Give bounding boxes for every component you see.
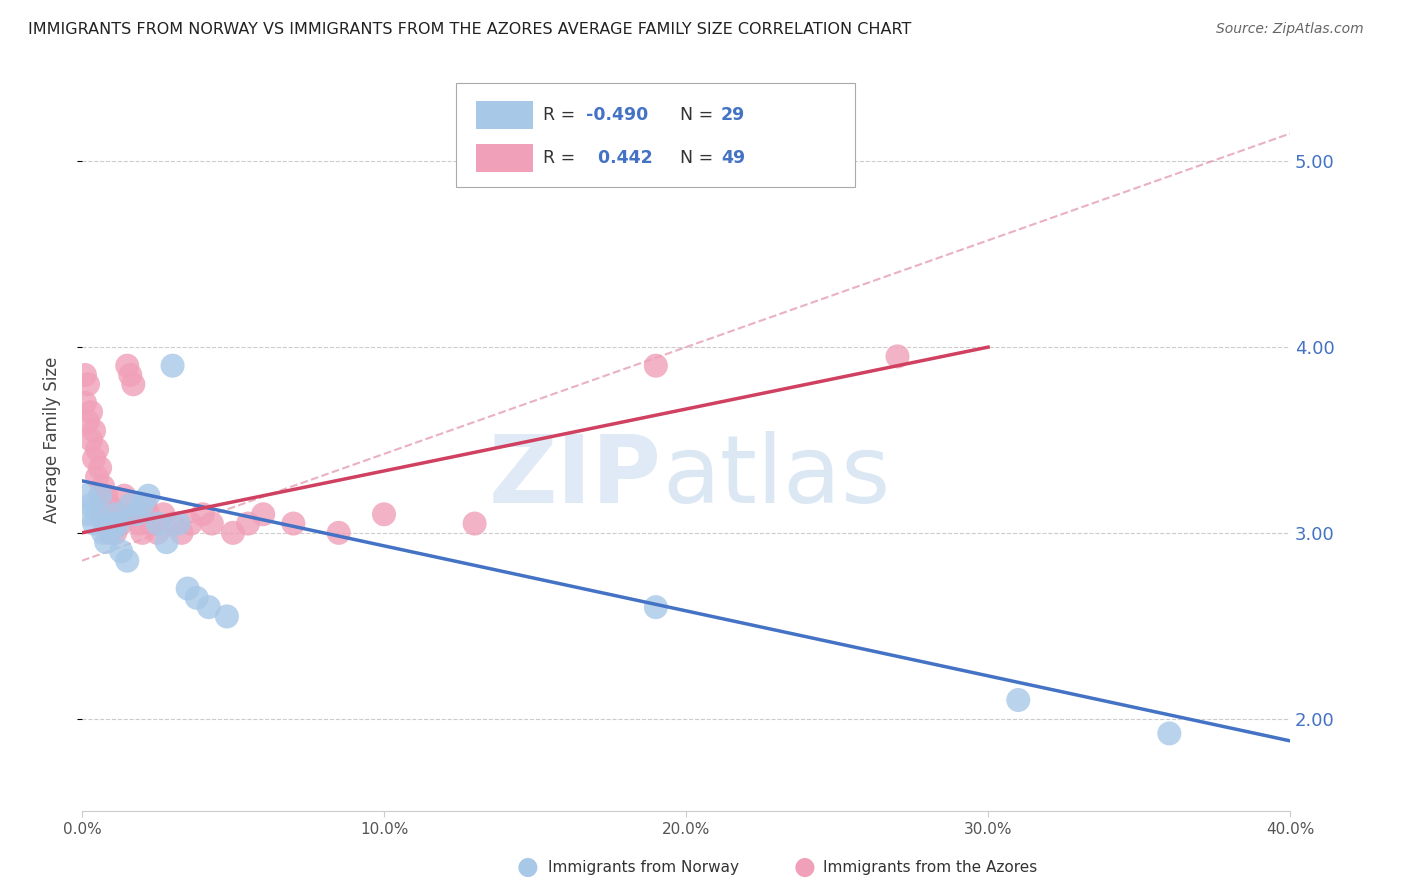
Point bbox=[83, 451, 105, 466]
Point bbox=[146, 516, 169, 531]
Point bbox=[191, 508, 214, 522]
Point bbox=[141, 516, 163, 531]
Point bbox=[91, 479, 114, 493]
Point bbox=[80, 498, 103, 512]
Point bbox=[86, 470, 108, 484]
Text: Immigrants from Norway: Immigrants from Norway bbox=[548, 860, 740, 874]
Point bbox=[83, 516, 105, 531]
Text: R =: R = bbox=[544, 106, 581, 124]
Point bbox=[176, 582, 198, 596]
Point bbox=[112, 489, 135, 503]
Point bbox=[131, 498, 153, 512]
Point bbox=[252, 508, 274, 522]
Point bbox=[73, 489, 96, 503]
FancyBboxPatch shape bbox=[475, 144, 533, 172]
Point bbox=[91, 508, 114, 522]
Point bbox=[283, 516, 305, 531]
Text: 49: 49 bbox=[721, 149, 745, 167]
Point bbox=[86, 442, 108, 457]
Point bbox=[104, 525, 127, 540]
Point bbox=[162, 516, 184, 531]
Point bbox=[122, 377, 145, 392]
Point bbox=[128, 516, 150, 531]
Point bbox=[120, 498, 142, 512]
Text: Source: ZipAtlas.com: Source: ZipAtlas.com bbox=[1216, 22, 1364, 37]
Point bbox=[134, 498, 156, 512]
Point bbox=[91, 525, 114, 540]
Point bbox=[110, 516, 132, 531]
Point bbox=[1007, 693, 1029, 707]
Point bbox=[170, 525, 193, 540]
Text: IMMIGRANTS FROM NORWAY VS IMMIGRANTS FROM THE AZORES AVERAGE FAMILY SIZE CORRELA: IMMIGRANTS FROM NORWAY VS IMMIGRANTS FRO… bbox=[28, 22, 911, 37]
Point bbox=[101, 508, 124, 522]
Point bbox=[328, 525, 350, 540]
Point bbox=[138, 489, 160, 503]
Point bbox=[107, 508, 129, 522]
Y-axis label: Average Family Size: Average Family Size bbox=[44, 357, 60, 524]
Point bbox=[180, 516, 202, 531]
Point bbox=[138, 508, 160, 522]
Text: R =: R = bbox=[544, 149, 581, 167]
Point bbox=[222, 525, 245, 540]
Point bbox=[125, 508, 148, 522]
Text: -0.490: -0.490 bbox=[586, 106, 648, 124]
Point bbox=[101, 516, 124, 531]
Point bbox=[94, 489, 117, 503]
Point bbox=[131, 525, 153, 540]
Point bbox=[146, 525, 169, 540]
Point bbox=[94, 516, 117, 531]
Point bbox=[110, 544, 132, 558]
Text: atlas: atlas bbox=[662, 431, 890, 523]
Point bbox=[94, 535, 117, 549]
Point bbox=[644, 359, 666, 373]
Point bbox=[167, 516, 190, 531]
Point bbox=[155, 535, 177, 549]
Point bbox=[644, 600, 666, 615]
Point bbox=[101, 525, 124, 540]
Text: N =: N = bbox=[681, 106, 718, 124]
Point bbox=[107, 516, 129, 531]
Point bbox=[186, 591, 208, 605]
Point bbox=[98, 498, 121, 512]
Text: 0.442: 0.442 bbox=[586, 149, 652, 167]
Point bbox=[201, 516, 224, 531]
Text: ●: ● bbox=[516, 855, 538, 879]
Point bbox=[162, 359, 184, 373]
Point bbox=[236, 516, 259, 531]
Point bbox=[73, 368, 96, 382]
Point bbox=[77, 377, 100, 392]
Text: 29: 29 bbox=[721, 106, 745, 124]
Point bbox=[89, 489, 111, 503]
Point bbox=[215, 609, 238, 624]
Point bbox=[89, 460, 111, 475]
Point bbox=[104, 508, 127, 522]
Point bbox=[120, 368, 142, 382]
Text: ZIP: ZIP bbox=[489, 431, 662, 523]
Point bbox=[83, 424, 105, 438]
FancyBboxPatch shape bbox=[457, 83, 855, 187]
Point bbox=[80, 405, 103, 419]
Point bbox=[373, 508, 395, 522]
Point bbox=[198, 600, 221, 615]
Text: Immigrants from the Azores: Immigrants from the Azores bbox=[823, 860, 1036, 874]
Point bbox=[86, 508, 108, 522]
Text: ●: ● bbox=[793, 855, 815, 879]
Point bbox=[464, 516, 486, 531]
Point bbox=[117, 554, 139, 568]
FancyBboxPatch shape bbox=[475, 101, 533, 129]
Point bbox=[73, 396, 96, 410]
Point bbox=[77, 414, 100, 428]
Point bbox=[886, 350, 908, 364]
Point bbox=[152, 508, 174, 522]
Point bbox=[80, 433, 103, 447]
Text: N =: N = bbox=[681, 149, 718, 167]
Point bbox=[125, 508, 148, 522]
Point bbox=[1159, 726, 1181, 740]
Point bbox=[98, 516, 121, 531]
Point bbox=[98, 525, 121, 540]
Point bbox=[89, 489, 111, 503]
Point bbox=[77, 508, 100, 522]
Point bbox=[117, 359, 139, 373]
